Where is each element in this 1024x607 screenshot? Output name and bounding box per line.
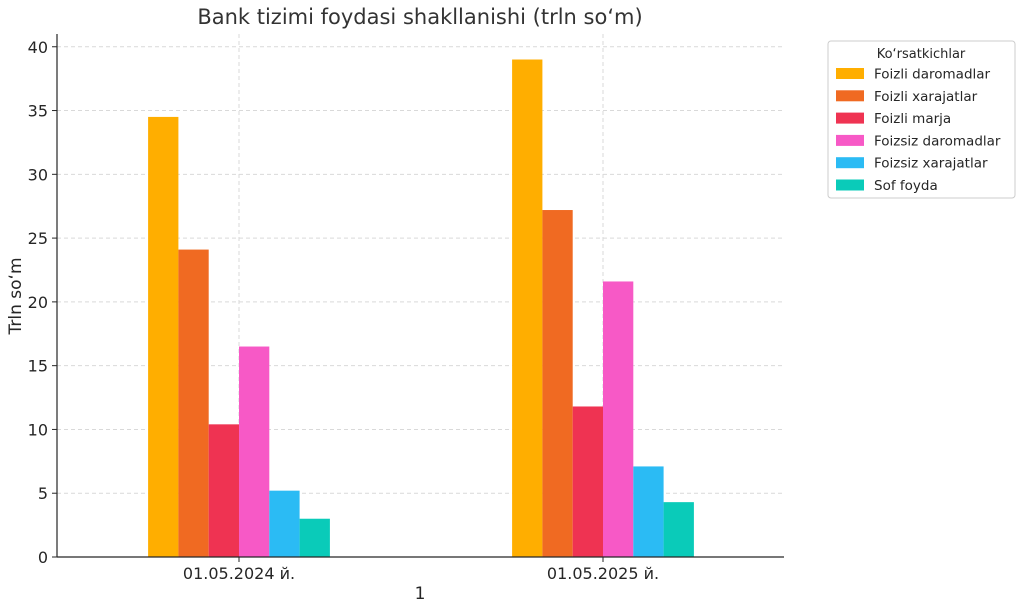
legend-label: Foizsiz xarajatlar: [874, 156, 988, 172]
bar: [178, 249, 209, 557]
bar: [633, 466, 664, 557]
y-axis-label: Trln so‘m: [6, 258, 26, 336]
legend-label: Foizli marja: [874, 111, 951, 127]
legend-swatch: [836, 134, 864, 146]
y-tick-label: 10: [28, 420, 48, 439]
y-tick-label: 5: [38, 484, 48, 503]
bar: [208, 424, 239, 557]
bars: [148, 59, 694, 557]
bar: [512, 59, 543, 557]
legend-items: Foizli daromadlar Foizli xarajatlar Foizli…: [836, 67, 1001, 194]
legend-label: Foizsiz daromadlar: [874, 133, 1001, 149]
legend-title: Ko‘rsatkichlar: [877, 47, 966, 62]
y-tick-label: 20: [28, 293, 48, 312]
bar: [148, 116, 179, 557]
legend-frame: [827, 40, 1016, 199]
x-axis-label: 1: [415, 584, 426, 604]
legend-swatch: [836, 112, 864, 124]
x-tick-label: 01.05.2024 й.: [183, 564, 295, 583]
bar: [299, 518, 330, 557]
y-ticks: 0 5 10 15 20 25 30 35 40: [28, 38, 57, 567]
y-tick-label: 35: [28, 102, 48, 121]
y-tick-label: 30: [28, 165, 48, 184]
legend-swatch: [836, 68, 864, 79]
legend-label: Foizli daromadlar: [874, 67, 991, 83]
legend-swatch: [836, 90, 864, 102]
axes: [56, 34, 784, 558]
legend-label: Foizli xarajatlar: [874, 89, 978, 105]
x-tick-label: 01.05.2025 й.: [547, 564, 659, 583]
bar: [603, 281, 634, 557]
y-tick-label: 15: [28, 357, 48, 376]
bar: [572, 406, 603, 557]
legend-label: Sof foyda: [874, 178, 938, 194]
legend-swatch: [836, 179, 864, 191]
legend: Ko‘rsatkichlar Foizli daromadlar Foizli x…: [827, 40, 1016, 199]
y-tick-label: 25: [28, 229, 48, 248]
y-tick-label: 40: [28, 38, 48, 57]
legend-swatch: [836, 157, 864, 169]
bar: [269, 490, 300, 557]
bar: [663, 502, 694, 557]
chart-title: Bank tizimi foydasi shakllanishi (trln s…: [197, 5, 642, 29]
y-tick-label: 0: [38, 548, 48, 567]
x-ticks: 01.05.2024 й. 01.05.2025 й.: [183, 557, 659, 583]
bar: [542, 210, 573, 557]
bar: [239, 346, 270, 557]
